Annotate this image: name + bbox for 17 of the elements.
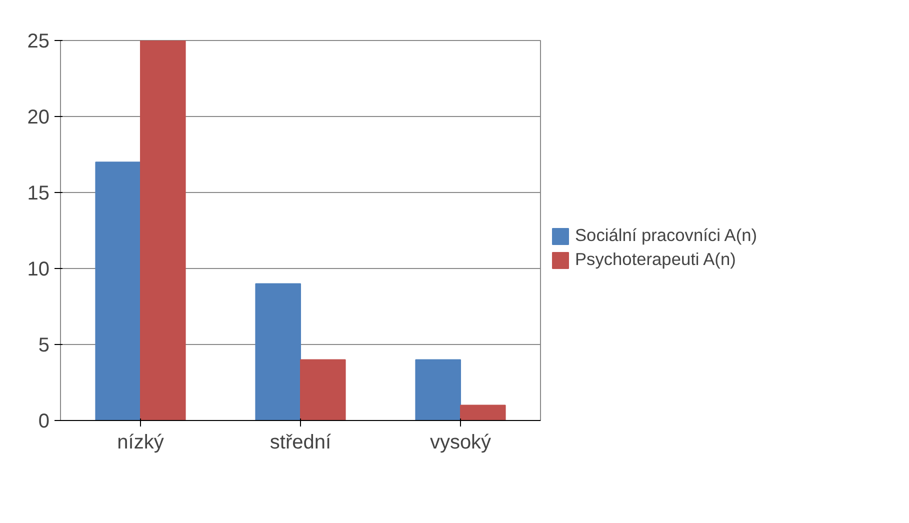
bar — [415, 359, 461, 420]
y-tick-label: 0 — [38, 410, 50, 432]
x-tick-label: nízký — [117, 432, 164, 454]
x-tick-label: vysoký — [430, 432, 492, 454]
bar — [460, 404, 506, 420]
bar — [300, 359, 346, 420]
bar — [255, 283, 301, 420]
legend-label: Psychoterapeuti A(n) — [575, 249, 736, 270]
y-tick-label: 15 — [27, 182, 50, 204]
bar — [140, 40, 186, 420]
x-tick-label: střední — [270, 432, 332, 454]
y-tick-label: 20 — [27, 106, 50, 128]
y-tick-label: 5 — [38, 334, 50, 356]
bar — [95, 162, 141, 420]
y-tick-label: 10 — [27, 258, 50, 280]
y-tick-label: 25 — [27, 30, 50, 52]
legend-label: Sociální pracovníci A(n) — [575, 225, 758, 246]
